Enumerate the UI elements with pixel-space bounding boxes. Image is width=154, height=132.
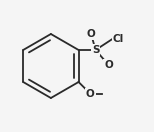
- Text: Cl: Cl: [113, 34, 124, 44]
- Text: O: O: [86, 89, 95, 99]
- Text: O: O: [87, 29, 95, 39]
- Text: S: S: [92, 45, 99, 55]
- Text: O: O: [104, 60, 113, 70]
